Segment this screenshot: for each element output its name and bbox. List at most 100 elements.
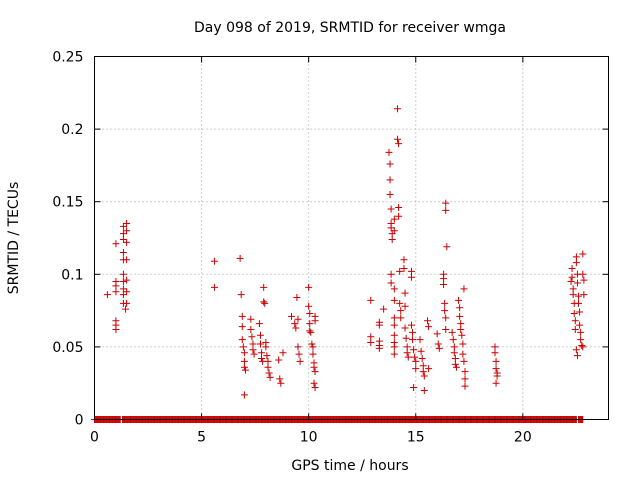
data-point <box>387 279 395 287</box>
data-point <box>256 331 264 339</box>
data-point <box>396 267 404 275</box>
data-point <box>579 270 587 278</box>
data-point <box>395 212 403 220</box>
data-point <box>240 391 248 399</box>
data-point <box>305 302 313 310</box>
data-point <box>263 352 271 360</box>
data-point <box>309 343 317 351</box>
data-points <box>91 105 588 423</box>
data-point <box>452 363 460 371</box>
data-point <box>262 343 270 351</box>
data-point <box>576 321 584 329</box>
data-point <box>440 280 448 288</box>
data-point <box>238 323 246 331</box>
data-point <box>572 346 580 354</box>
data-point <box>409 336 417 344</box>
data-point <box>435 344 443 352</box>
data-point <box>401 302 409 310</box>
data-point <box>402 334 410 342</box>
data-point <box>442 314 450 322</box>
data-point <box>241 366 249 374</box>
data-point <box>123 227 131 235</box>
data-point <box>395 140 403 148</box>
data-point <box>434 340 442 348</box>
data-point <box>240 363 248 371</box>
data-point <box>573 279 581 287</box>
data-point <box>275 356 283 364</box>
data-point <box>367 339 375 347</box>
data-point <box>407 273 415 281</box>
data-point <box>292 324 300 332</box>
data-point <box>576 308 584 316</box>
data-point <box>461 375 469 383</box>
data-point <box>580 276 588 284</box>
data-point <box>570 310 578 318</box>
data-point <box>441 307 449 315</box>
data-point <box>461 368 469 376</box>
chart-title: Day 098 of 2019, SRMTID for receiver wmg… <box>194 20 506 36</box>
data-point <box>237 291 245 299</box>
data-point <box>390 343 398 351</box>
y-tick-label: 0.1 <box>61 267 83 283</box>
data-point <box>567 278 575 286</box>
data-point <box>456 312 464 320</box>
data-point <box>420 372 428 380</box>
data-point <box>293 294 301 302</box>
data-point <box>412 365 420 373</box>
data-point <box>239 343 247 351</box>
data-point <box>455 296 463 304</box>
data-point <box>210 283 218 291</box>
data-point <box>571 325 579 333</box>
grid-lines <box>94 56 609 420</box>
data-point <box>112 325 120 333</box>
data-point <box>410 384 418 392</box>
data-point <box>442 206 450 214</box>
data-point <box>249 346 257 354</box>
y-tick-label: 0.15 <box>52 195 83 211</box>
x-tick-label: 0 <box>90 430 99 446</box>
data-point <box>248 333 256 341</box>
data-point <box>419 368 427 376</box>
y-tick-label: 0.05 <box>52 340 83 356</box>
data-point <box>210 257 218 265</box>
data-point <box>400 264 408 272</box>
data-point <box>256 340 264 348</box>
data-point <box>119 235 127 243</box>
data-point <box>311 384 319 392</box>
data-point <box>397 314 405 322</box>
data-point <box>123 288 131 296</box>
data-point <box>394 135 402 143</box>
data-point <box>407 321 415 329</box>
data-point <box>492 365 500 373</box>
data-point <box>492 379 500 387</box>
data-point <box>401 289 409 297</box>
data-point <box>568 273 576 281</box>
data-point <box>569 291 577 299</box>
data-point <box>390 215 398 223</box>
data-point <box>266 373 274 381</box>
data-point <box>448 328 456 336</box>
data-point <box>277 379 285 387</box>
data-point <box>568 264 576 272</box>
data-point <box>309 350 317 358</box>
data-point <box>386 160 394 168</box>
data-point <box>306 320 314 328</box>
data-point <box>306 310 314 318</box>
data-point <box>578 341 586 349</box>
data-point <box>310 379 318 387</box>
data-point <box>123 238 131 246</box>
data-point <box>247 315 255 323</box>
data-point <box>412 357 420 365</box>
data-point <box>456 304 464 312</box>
x-tick-label: 20 <box>514 430 532 446</box>
data-point <box>442 325 450 333</box>
y-axis-label: SRMTID / TECUs <box>6 182 22 295</box>
data-point <box>449 336 457 344</box>
data-point <box>375 321 383 329</box>
data-point <box>425 323 433 331</box>
data-point <box>443 243 451 251</box>
data-point <box>390 314 398 322</box>
data-point <box>403 349 411 357</box>
data-point <box>579 343 587 351</box>
data-point <box>236 254 244 262</box>
